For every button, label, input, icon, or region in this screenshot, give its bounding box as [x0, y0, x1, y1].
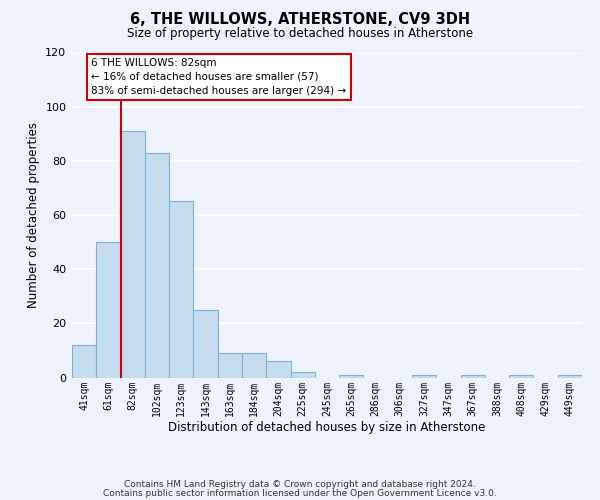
- Bar: [242, 353, 266, 378]
- Bar: [558, 375, 582, 378]
- Bar: [266, 361, 290, 378]
- Bar: [169, 202, 193, 378]
- Text: Size of property relative to detached houses in Atherstone: Size of property relative to detached ho…: [127, 28, 473, 40]
- Bar: [412, 375, 436, 378]
- Bar: [121, 131, 145, 378]
- Bar: [218, 353, 242, 378]
- Y-axis label: Number of detached properties: Number of detached properties: [27, 122, 40, 308]
- Bar: [96, 242, 121, 378]
- Text: Contains public sector information licensed under the Open Government Licence v3: Contains public sector information licen…: [103, 490, 497, 498]
- Text: 6 THE WILLOWS: 82sqm
← 16% of detached houses are smaller (57)
83% of semi-detac: 6 THE WILLOWS: 82sqm ← 16% of detached h…: [91, 58, 347, 96]
- Bar: [290, 372, 315, 378]
- Text: 6, THE WILLOWS, ATHERSTONE, CV9 3DH: 6, THE WILLOWS, ATHERSTONE, CV9 3DH: [130, 12, 470, 28]
- Bar: [339, 375, 364, 378]
- Text: Contains HM Land Registry data © Crown copyright and database right 2024.: Contains HM Land Registry data © Crown c…: [124, 480, 476, 489]
- Bar: [145, 152, 169, 378]
- Bar: [72, 345, 96, 378]
- X-axis label: Distribution of detached houses by size in Atherstone: Distribution of detached houses by size …: [169, 421, 485, 434]
- Bar: [509, 375, 533, 378]
- Bar: [461, 375, 485, 378]
- Bar: [193, 310, 218, 378]
